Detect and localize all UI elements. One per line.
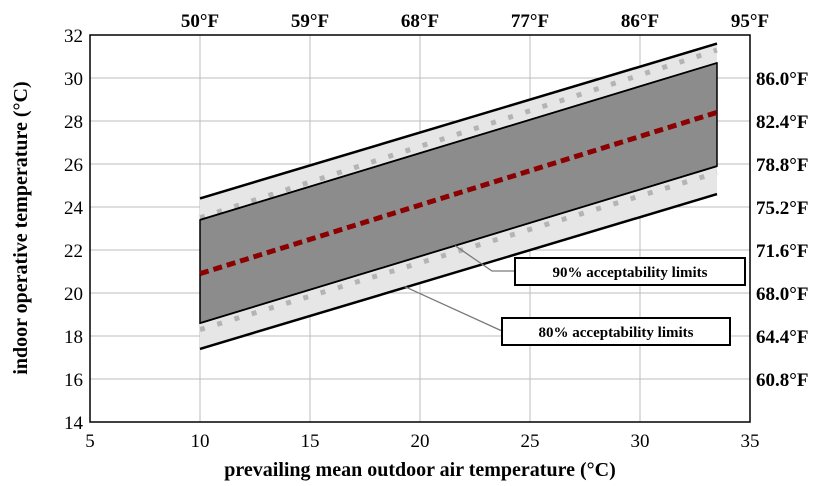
plot-frame [89,34,751,423]
right-y-tick-label: 78.8°F [756,155,808,176]
annotation-leader-line [404,285,503,332]
top-x-tick-label: 95°F [731,11,769,32]
annotation-label: 80% acceptability limits [539,325,694,341]
lower-90-limit-line [199,165,718,324]
top-x-tick-label: 86°F [621,11,659,32]
y-tick-label: 30 [64,69,83,90]
top-x-tick-label: 59°F [291,11,329,32]
right-y-tick-label: 60.8°F [756,370,808,391]
top-x-tick-label: 50°F [181,11,219,32]
x-tick-label: 35 [741,431,760,452]
y-axis-label: indoor operative temperature (°C) [10,81,32,374]
y-tick-label: 18 [64,327,83,348]
x-tick-label: 20 [411,431,430,452]
lower-80-limit-line [199,192,718,351]
annotation-label: 90% acceptability limits [553,265,708,281]
x-tick-label: 25 [521,431,540,452]
limit-lines [199,42,718,351]
y-tick-label: 14 [64,413,84,434]
annotation-leader-line [454,245,515,272]
y-tick-label: 20 [64,284,83,305]
x-tick-label: 10 [191,431,210,452]
top-x-tick-label: 77°F [511,11,549,32]
tick-labels: 5 10 15 20 25 30 35 14 16 18 20 22 24 26 28 30 32 50°F 59°… [64,11,808,452]
y-tick-label: 26 [64,155,83,176]
dotted-boundary-lower [199,170,718,332]
x-axis-label: prevailing mean outdoor air temperature … [224,459,615,481]
upper-80-limit-line [199,42,718,200]
y-tick-label: 16 [64,370,83,391]
right-y-tick-label: 64.4°F [756,327,808,348]
right-y-tick-label: 82.4°F [756,112,808,133]
annotation-box [514,257,746,286]
y-tick-label: 28 [64,112,83,133]
y-tick-label: 22 [64,241,83,262]
right-y-tick-label: 68.0°F [756,284,808,305]
upper-90-limit-line [199,62,718,221]
y-tick-label: 32 [64,26,83,47]
x-tick-label: 5 [85,431,95,452]
right-y-tick-label: 75.2°F [756,198,808,219]
annotation-box [501,317,731,346]
x-tick-label: 30 [631,431,650,452]
dotted-boundary-upper [199,47,718,221]
right-y-tick-label: 71.6°F [756,241,808,262]
right-y-tick-label: 86.0°F [756,69,808,90]
x-tick-label: 15 [301,431,320,452]
y-tick-label: 24 [64,198,84,219]
annotations: 90% acceptability limits 80% acceptabilit… [404,245,746,346]
top-x-tick-label: 68°F [401,11,439,32]
neutral-temperature-line [199,110,718,277]
